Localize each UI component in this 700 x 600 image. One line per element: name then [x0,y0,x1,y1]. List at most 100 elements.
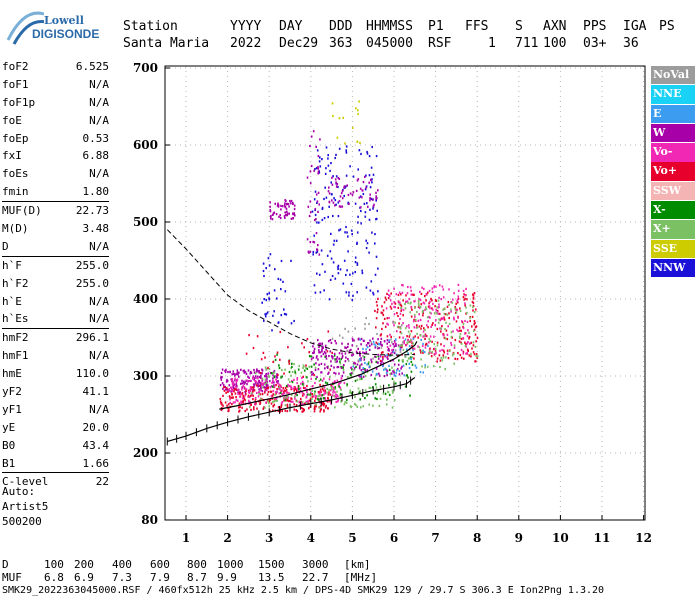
echo-point [310,135,313,138]
echo-point [237,391,239,394]
echo-point [339,387,342,390]
echo-point [335,393,337,396]
y-tick-label: 600 [133,138,158,152]
echo-point [418,299,420,302]
echo-point [328,378,331,381]
echo-point [314,404,316,407]
echo-point [464,332,466,335]
echo-point [394,302,397,305]
echo-point [259,402,261,405]
param-row-ye: yE 20.0 [2,419,109,437]
echo-point [338,385,340,388]
echo-point [414,335,416,338]
echo-point [450,310,452,313]
echo-point [386,374,388,377]
echo-point [392,348,395,351]
echo-point [475,325,478,328]
echo-point [262,351,265,354]
echo-point [284,404,287,407]
param-value: 1.66 [82,456,110,470]
echo-point [376,332,378,336]
echo-point [278,383,281,386]
echo-point [417,302,420,305]
echo-point [379,397,382,400]
echo-point [322,353,325,356]
echo-point [337,266,339,269]
echo-point [424,346,427,349]
echo-point [292,387,294,390]
echo-point [283,204,286,207]
echo-point [242,400,244,403]
echo-point [227,403,230,406]
echo-point [258,379,260,383]
echo-point [446,338,449,341]
echo-point [356,179,359,182]
echo-point [361,196,363,199]
echo-point [444,337,447,340]
echo-point [298,388,300,391]
echo-point [268,399,271,402]
echo-point [264,381,267,384]
echo-point [288,384,291,387]
echo-point [448,312,450,315]
echo-point [466,320,469,323]
echo-point [360,222,362,225]
echo-point [352,362,355,366]
echo-point [360,363,363,366]
echo-point [363,358,366,361]
echo-point [320,404,322,408]
echo-point [370,178,372,181]
echo-point [457,352,459,355]
echo-point [332,201,335,204]
echo-point [467,341,469,344]
echo-point [362,355,364,358]
echo-point [370,341,373,344]
echo-point [315,362,317,365]
echo-point [376,391,378,395]
echo-point [345,185,347,188]
echo-point [326,382,329,385]
echo-point [288,205,290,208]
echo-point [435,299,438,302]
echo-point [256,368,258,371]
echo-point [370,358,372,361]
header-label-ps: PS [659,19,675,34]
echo-point [434,323,436,327]
echo-point [224,385,226,388]
echo-point [447,300,450,304]
echo-point [220,378,223,381]
echo-point [351,344,354,347]
echo-point [289,202,292,205]
echo-point [338,372,340,375]
echo-point [287,383,289,386]
echo-point [362,181,365,184]
echo-point [366,152,369,155]
echo-point [296,382,298,385]
echo-point [333,354,336,357]
echo-point [315,356,318,359]
echo-point [341,336,344,339]
echo-point [414,306,416,309]
echo-point [463,298,465,301]
echo-point [330,355,333,358]
echo-point [356,140,359,143]
echo-point [230,378,232,381]
echo-point [334,339,336,343]
param-value: 41.1 [82,385,110,399]
echo-point [296,388,299,391]
echo-point [372,293,375,296]
echo-point [405,344,408,347]
echo-point [223,389,226,392]
echo-point [293,403,295,406]
echo-point [396,354,399,357]
echo-point [377,189,379,192]
echo-point [263,406,265,409]
echo-point [338,205,341,208]
echo-point [440,298,443,301]
echo-point [272,409,274,412]
echo-point [333,371,335,374]
echo-point [339,393,342,396]
echo-point [427,320,429,323]
echo-point [391,406,394,409]
echo-point [407,338,409,341]
